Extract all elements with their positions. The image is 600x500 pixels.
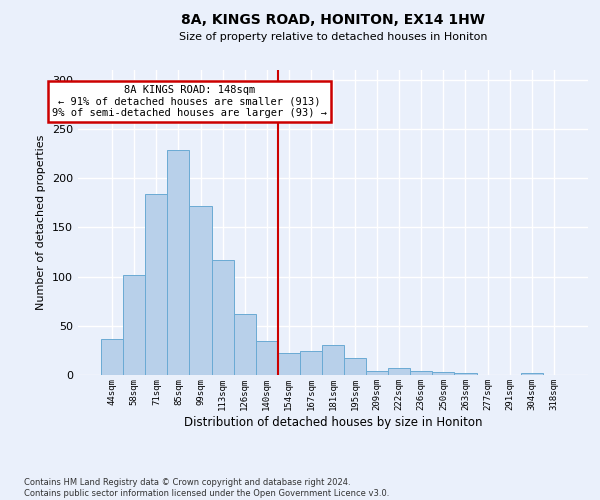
- Bar: [233, 314, 256, 375]
- Bar: [256, 340, 278, 375]
- Y-axis label: Number of detached properties: Number of detached properties: [37, 135, 46, 310]
- Bar: [521, 373, 543, 375]
- Bar: [123, 274, 145, 375]
- X-axis label: Distribution of detached houses by size in Honiton: Distribution of detached houses by size …: [184, 416, 482, 428]
- Text: Contains HM Land Registry data © Crown copyright and database right 2024.
Contai: Contains HM Land Registry data © Crown c…: [24, 478, 389, 498]
- Bar: [322, 346, 344, 375]
- Bar: [366, 371, 388, 375]
- Bar: [454, 373, 476, 375]
- Bar: [145, 194, 167, 375]
- Bar: [167, 150, 190, 375]
- Bar: [101, 338, 123, 375]
- Text: 8A KINGS ROAD: 148sqm
← 91% of detached houses are smaller (913)
9% of semi-deta: 8A KINGS ROAD: 148sqm ← 91% of detached …: [52, 85, 327, 118]
- Bar: [410, 371, 433, 375]
- Bar: [300, 352, 322, 375]
- Bar: [344, 358, 366, 375]
- Bar: [433, 372, 454, 375]
- Text: 8A, KINGS ROAD, HONITON, EX14 1HW: 8A, KINGS ROAD, HONITON, EX14 1HW: [181, 12, 485, 26]
- Bar: [212, 260, 233, 375]
- Bar: [190, 206, 212, 375]
- Bar: [278, 354, 300, 375]
- Text: Size of property relative to detached houses in Honiton: Size of property relative to detached ho…: [179, 32, 487, 42]
- Bar: [388, 368, 410, 375]
